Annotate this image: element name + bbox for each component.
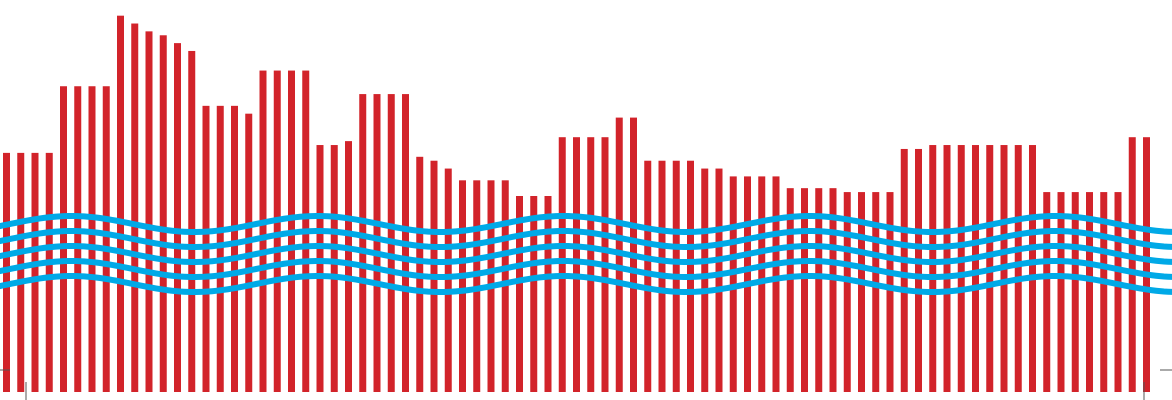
red-bar <box>558 137 566 392</box>
red-bar <box>701 168 709 392</box>
red-bar <box>886 192 894 392</box>
red-bar <box>102 86 110 393</box>
red-bar <box>1114 192 1122 392</box>
red-bar <box>17 152 25 392</box>
red-bar <box>359 94 367 392</box>
red-bar <box>1071 192 1079 392</box>
red-bar <box>31 152 39 392</box>
red-bar <box>872 192 880 392</box>
red-bar <box>216 105 224 392</box>
blue-wave-line <box>0 257 1172 281</box>
red-bar <box>45 152 53 392</box>
red-bar <box>915 148 922 392</box>
red-bar <box>972 145 979 392</box>
red-bar <box>117 15 124 393</box>
red-bar <box>259 70 267 392</box>
red-bar <box>1029 145 1036 392</box>
red-bar <box>1100 192 1108 392</box>
blue-wave-line <box>0 272 1172 296</box>
red-bar <box>60 86 67 393</box>
red-bar <box>1014 145 1022 392</box>
red-bar <box>345 141 352 392</box>
red-bar <box>459 180 466 392</box>
blue-wave-line <box>0 227 1172 251</box>
red-bar <box>174 43 181 393</box>
red-bar <box>131 23 139 393</box>
red-bar <box>188 50 196 393</box>
red-bar <box>843 192 851 392</box>
red-bar <box>772 176 780 392</box>
red-bar <box>929 145 937 392</box>
red-bar <box>801 188 808 392</box>
red-bar <box>88 86 96 393</box>
red-bar <box>900 148 908 392</box>
red-bar <box>373 94 381 392</box>
blue-wave-line <box>0 242 1172 266</box>
red-bar <box>530 196 538 392</box>
red-bar <box>1143 137 1150 392</box>
red-bar <box>330 145 338 392</box>
red-bar <box>516 196 523 392</box>
red-bar <box>1057 192 1065 392</box>
red-bar <box>145 31 153 393</box>
red-bar <box>231 105 238 392</box>
red-bar <box>786 188 794 392</box>
red-bar <box>573 137 580 392</box>
red-bar <box>273 70 281 392</box>
red-bar <box>858 192 865 392</box>
red-bar <box>943 145 951 392</box>
red-bar <box>815 188 823 392</box>
red-bar <box>1086 192 1093 392</box>
red-bar <box>715 168 723 392</box>
red-bar <box>544 196 552 392</box>
blue-wave-line <box>0 212 1172 236</box>
red-bar <box>1128 137 1136 392</box>
red-bar <box>316 145 324 392</box>
red-bar <box>444 168 452 392</box>
red-bar <box>957 145 965 392</box>
red-bar <box>829 188 837 392</box>
red-bar <box>1043 192 1051 392</box>
corner-marks-group <box>0 369 1172 400</box>
blue-waves-group <box>0 212 1172 296</box>
red-bar <box>159 35 167 392</box>
red-bar <box>74 86 82 393</box>
